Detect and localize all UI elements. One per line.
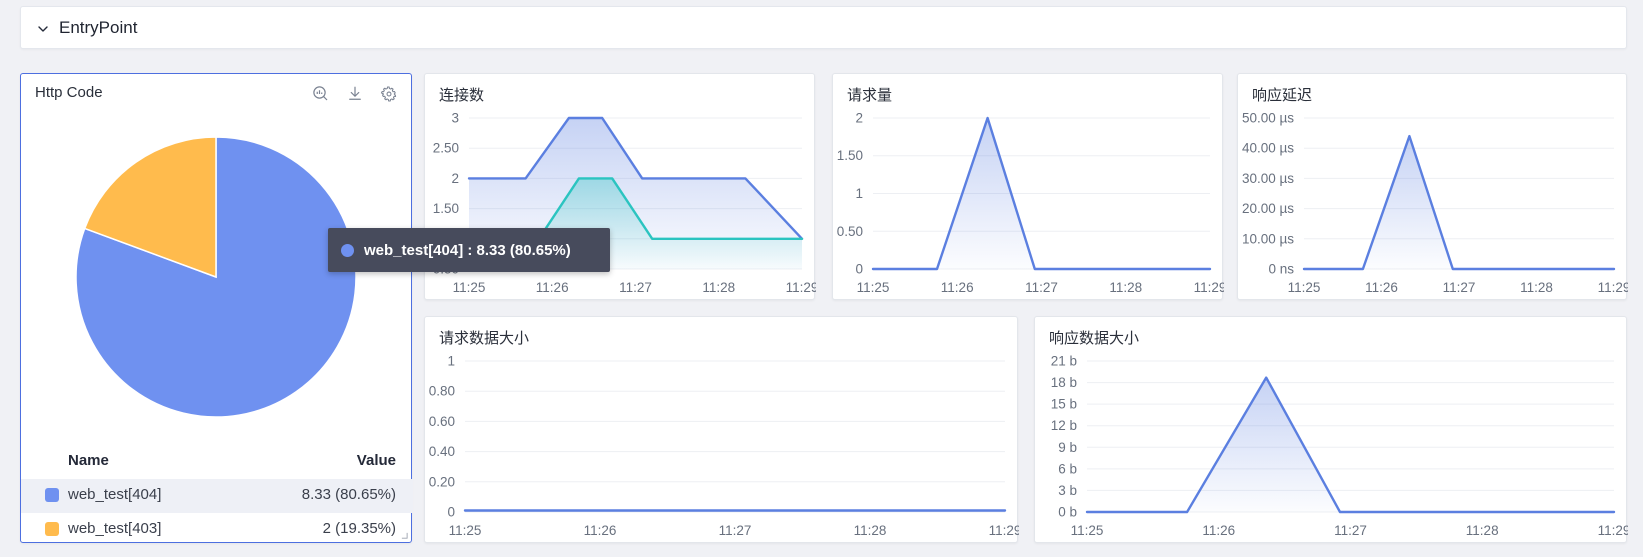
- svg-text:11:27: 11:27: [719, 523, 752, 538]
- svg-text:11:29: 11:29: [786, 280, 816, 295]
- svg-text:30.00 µs: 30.00 µs: [1242, 171, 1294, 186]
- svg-text:1: 1: [447, 354, 455, 369]
- svg-text:11:25: 11:25: [1071, 523, 1104, 538]
- svg-text:2.50: 2.50: [433, 141, 459, 156]
- svg-text:21 b: 21 b: [1051, 354, 1077, 369]
- svg-text:3: 3: [451, 111, 459, 126]
- svg-text:11:28: 11:28: [1109, 280, 1142, 295]
- svg-text:50.00 µs: 50.00 µs: [1242, 111, 1294, 126]
- svg-text:15 b: 15 b: [1051, 397, 1077, 412]
- svg-text:1: 1: [855, 186, 863, 201]
- svg-text:11:27: 11:27: [1025, 280, 1058, 295]
- svg-text:11:26: 11:26: [584, 523, 617, 538]
- svg-text:11:27: 11:27: [1443, 280, 1476, 295]
- svg-text:0.40: 0.40: [429, 444, 455, 459]
- svg-text:11:26: 11:26: [1202, 523, 1235, 538]
- svg-text:11:29: 11:29: [989, 523, 1019, 538]
- svg-text:0: 0: [855, 262, 863, 277]
- svg-text:0 ns: 0 ns: [1268, 262, 1294, 277]
- svg-text:2: 2: [855, 111, 863, 126]
- svg-text:6 b: 6 b: [1058, 461, 1077, 476]
- svg-text:11:25: 11:25: [449, 523, 482, 538]
- svg-text:11:28: 11:28: [1520, 280, 1553, 295]
- svg-text:11:26: 11:26: [1365, 280, 1398, 295]
- svg-text:11:26: 11:26: [536, 280, 569, 295]
- svg-text:11:27: 11:27: [619, 280, 652, 295]
- svg-text:11:25: 11:25: [857, 280, 890, 295]
- svg-text:11:29: 11:29: [1194, 280, 1224, 295]
- svg-text:0 b: 0 b: [1058, 505, 1077, 520]
- svg-text:9 b: 9 b: [1058, 440, 1077, 455]
- svg-text:40.00 µs: 40.00 µs: [1242, 141, 1294, 156]
- svg-text:0.20: 0.20: [429, 474, 455, 489]
- svg-text:11:28: 11:28: [854, 523, 887, 538]
- svg-text:11:28: 11:28: [702, 280, 735, 295]
- svg-text:0.60: 0.60: [429, 414, 455, 429]
- svg-text:0: 0: [447, 505, 455, 520]
- svg-text:11:25: 11:25: [453, 280, 486, 295]
- svg-text:0.80: 0.80: [429, 384, 455, 399]
- svg-text:3 b: 3 b: [1058, 483, 1077, 498]
- svg-text:11:27: 11:27: [1334, 523, 1367, 538]
- svg-text:1.50: 1.50: [837, 148, 863, 163]
- svg-text:0.50: 0.50: [837, 224, 863, 239]
- svg-text:11:25: 11:25: [1288, 280, 1321, 295]
- svg-text:11:29: 11:29: [1598, 280, 1628, 295]
- svg-text:18 b: 18 b: [1051, 375, 1077, 390]
- svg-text:12 b: 12 b: [1051, 418, 1077, 433]
- svg-text:2: 2: [451, 171, 459, 186]
- svg-text:10.00 µs: 10.00 µs: [1242, 231, 1294, 246]
- svg-text:11:28: 11:28: [1466, 523, 1499, 538]
- svg-text:11:29: 11:29: [1598, 523, 1628, 538]
- svg-text:11:26: 11:26: [941, 280, 974, 295]
- svg-text:1.50: 1.50: [433, 201, 459, 216]
- svg-text:20.00 µs: 20.00 µs: [1242, 201, 1294, 216]
